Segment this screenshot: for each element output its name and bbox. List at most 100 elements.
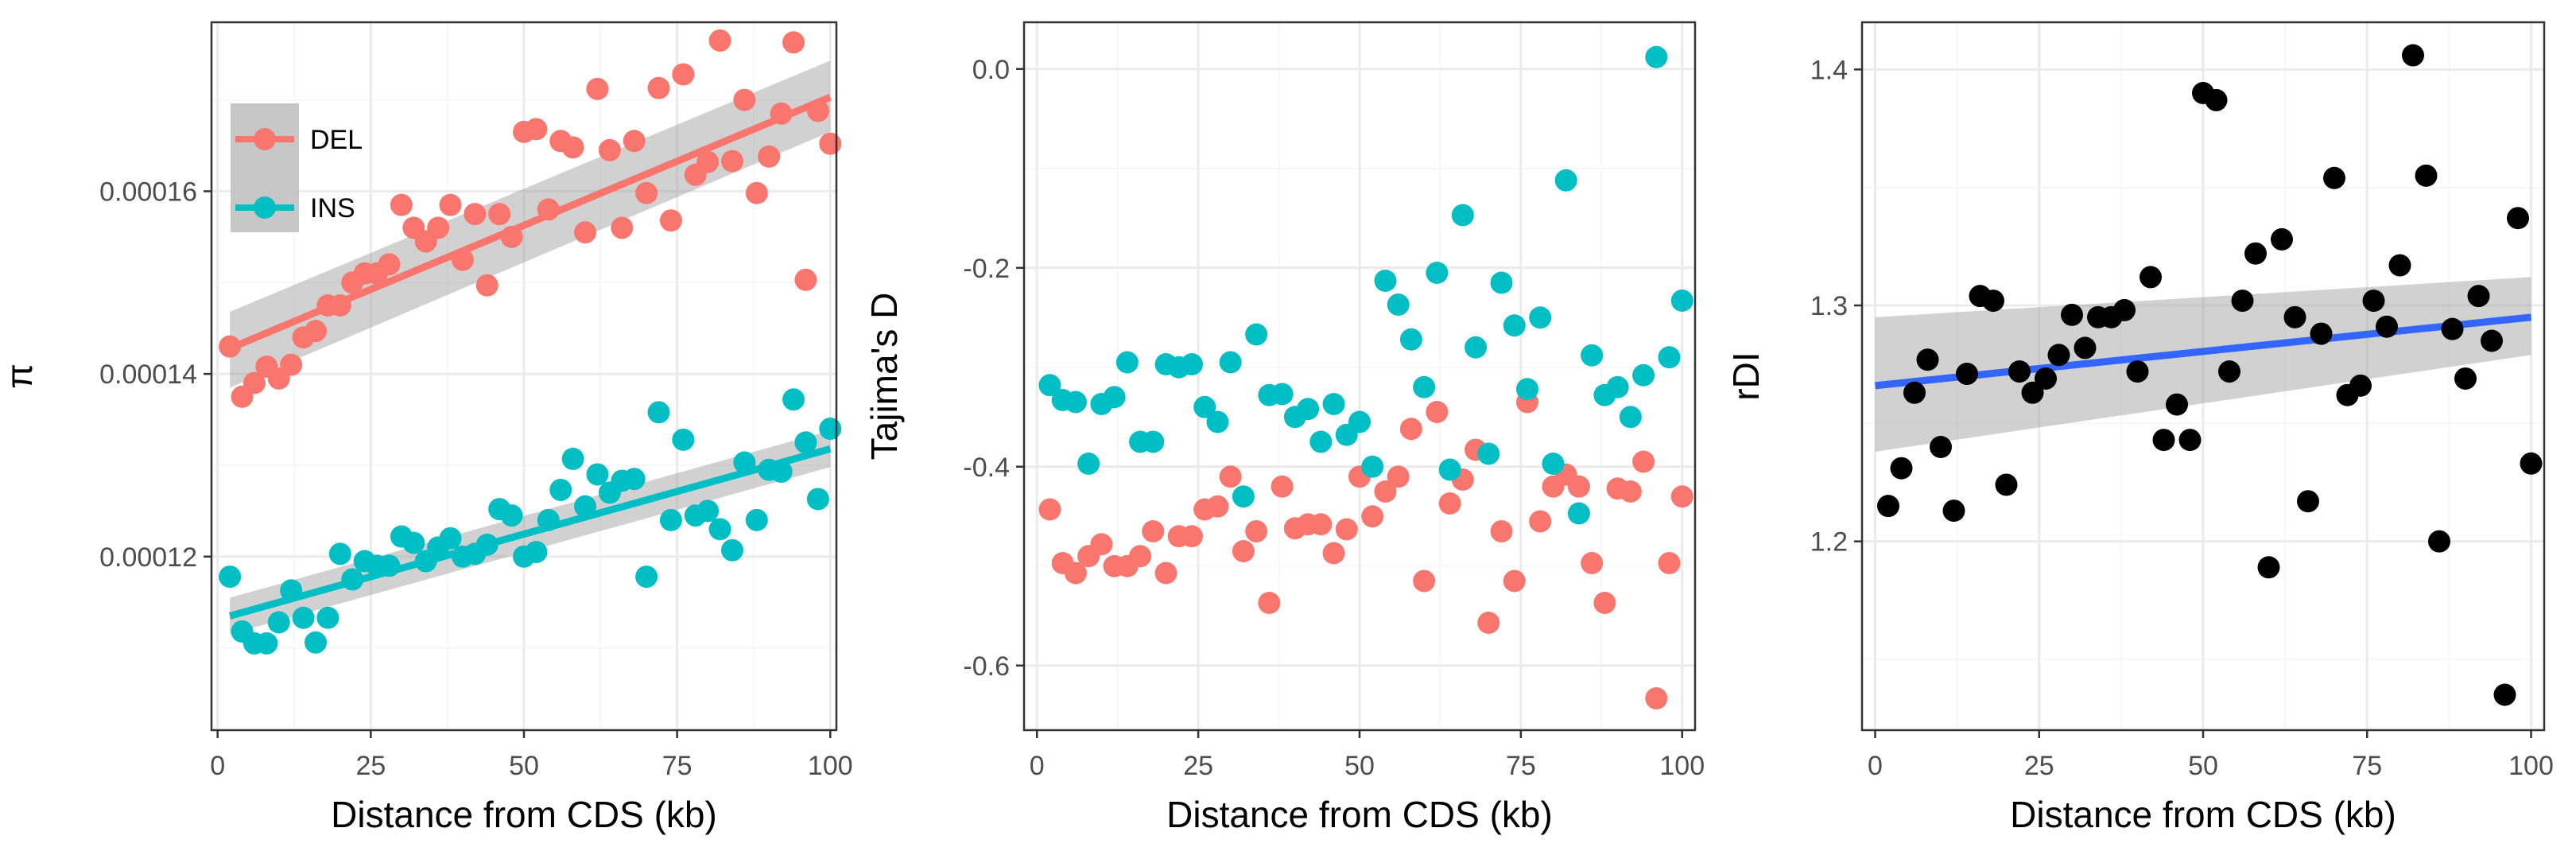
pi-legend: DEL INS bbox=[231, 103, 363, 232]
tajima-point bbox=[1554, 169, 1577, 192]
pi-point bbox=[341, 568, 364, 591]
rdi-point bbox=[2035, 367, 2057, 390]
pi-point bbox=[378, 554, 401, 577]
pi-x-tick-label: 0 bbox=[210, 751, 225, 781]
rdi-point bbox=[2376, 315, 2398, 338]
pi-point bbox=[623, 468, 646, 491]
tajima-point bbox=[1477, 442, 1500, 465]
tajima-point bbox=[1632, 450, 1655, 473]
rdi-point bbox=[2047, 344, 2070, 367]
rdi-grid bbox=[1862, 22, 2544, 730]
tajima-point bbox=[1581, 552, 1604, 574]
rdi-point bbox=[1982, 290, 2004, 313]
rdi-point bbox=[1877, 495, 1899, 518]
tajima-point bbox=[1271, 383, 1294, 406]
pi-point bbox=[500, 504, 523, 527]
tajima-point bbox=[1245, 520, 1268, 542]
pi-point bbox=[280, 353, 303, 376]
tajima-point bbox=[1413, 569, 1436, 593]
tajima-point bbox=[1374, 270, 1397, 292]
tajima-point bbox=[1374, 480, 1397, 503]
tajima-point bbox=[1219, 351, 1242, 374]
rdi-x-axis-title: Distance from CDS (kb) bbox=[2010, 794, 2396, 835]
rdi-y-axis-title: rDI bbox=[1725, 352, 1767, 400]
legend-key-point bbox=[254, 128, 276, 150]
pi-point bbox=[255, 632, 278, 655]
rdi-point bbox=[2283, 305, 2306, 328]
pi-point bbox=[708, 518, 731, 541]
tajima-point bbox=[1361, 455, 1384, 478]
tajima-point bbox=[1490, 520, 1513, 542]
pi-point bbox=[623, 130, 646, 153]
pi-point bbox=[782, 31, 805, 54]
rdi-point bbox=[2021, 381, 2044, 404]
rdi-point bbox=[1916, 348, 1939, 371]
pi-y-axis-title: π bbox=[0, 363, 40, 389]
rdi-point bbox=[2257, 556, 2280, 579]
rdi-point bbox=[2402, 44, 2424, 67]
tajima-point bbox=[1529, 306, 1552, 329]
tajima-point bbox=[1438, 492, 1461, 515]
tajima-point bbox=[1645, 45, 1668, 68]
rdi-point bbox=[2126, 360, 2149, 383]
pi-points bbox=[219, 29, 842, 655]
pi-point bbox=[586, 77, 609, 100]
pi-point bbox=[819, 418, 842, 441]
pi-point bbox=[672, 428, 695, 451]
pi-point bbox=[439, 527, 462, 550]
pi-point bbox=[280, 579, 303, 602]
rdi-point bbox=[2481, 329, 2503, 352]
tajima-point bbox=[1193, 395, 1216, 418]
rdi-confidence-band bbox=[1875, 277, 2531, 452]
tajima-point bbox=[1361, 505, 1384, 528]
pi-point bbox=[439, 193, 462, 216]
tajima-grid bbox=[1024, 22, 1695, 730]
rdi-point bbox=[1942, 499, 1965, 523]
tajima-point bbox=[1245, 323, 1268, 346]
pi-point bbox=[635, 566, 658, 589]
pi-point bbox=[672, 63, 695, 86]
pi-x-tick-label: 75 bbox=[662, 751, 692, 781]
rdi-x-tick-label: 100 bbox=[2508, 751, 2554, 781]
tajima-point bbox=[1115, 351, 1139, 374]
tajima-x-tick-label: 100 bbox=[1659, 751, 1705, 781]
pi-point bbox=[659, 209, 682, 232]
tajima-point bbox=[1064, 562, 1087, 585]
tajima-point bbox=[1206, 495, 1229, 518]
rdi-point bbox=[2441, 317, 2464, 340]
pi-point bbox=[402, 531, 425, 554]
tajima-point bbox=[1038, 374, 1061, 397]
pi-y-tick-label: 0.00012 bbox=[99, 542, 197, 573]
rdi-point bbox=[2493, 683, 2516, 706]
pi-point bbox=[721, 538, 743, 562]
tajima-point bbox=[1438, 458, 1461, 481]
tajima-point bbox=[1413, 375, 1436, 398]
pi-x-tick-label: 100 bbox=[808, 751, 853, 781]
pi-point bbox=[819, 132, 842, 155]
tajima-point bbox=[1567, 475, 1590, 498]
tajima-point bbox=[1632, 363, 1655, 387]
rdi-y-tick-label: 1.4 bbox=[1810, 55, 1848, 85]
tajima-point bbox=[1619, 480, 1642, 503]
tajima-axis-ticks: 0 25 50 75 100 0.0 -0.2 -0.4 -0.6 bbox=[963, 55, 1705, 781]
tajima-point bbox=[1658, 552, 1681, 574]
tajima-point bbox=[1593, 592, 1616, 614]
pi-point bbox=[586, 463, 609, 486]
tajima-point bbox=[1154, 562, 1177, 585]
pi-point bbox=[659, 508, 682, 531]
pi-point bbox=[305, 631, 327, 654]
tajima-point bbox=[1064, 391, 1087, 414]
pi-point bbox=[696, 499, 720, 523]
tajima-x-tick-label: 0 bbox=[1030, 751, 1045, 781]
tajima-point bbox=[1322, 542, 1345, 565]
rdi-point bbox=[2178, 429, 2202, 452]
tajima-point bbox=[1645, 687, 1668, 709]
pi-point bbox=[488, 203, 511, 226]
pi-point bbox=[549, 478, 572, 501]
rdi-x-tick-label: 75 bbox=[2352, 751, 2382, 781]
rdi-point bbox=[2428, 530, 2450, 553]
rdi-x-tick-label: 25 bbox=[2024, 751, 2054, 781]
tajima-point bbox=[1581, 344, 1604, 367]
tajima-point bbox=[1219, 465, 1242, 488]
